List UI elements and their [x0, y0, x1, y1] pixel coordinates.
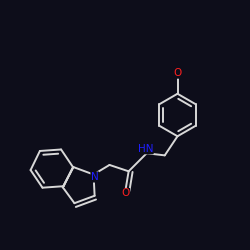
Text: O: O [121, 188, 130, 198]
Text: O: O [174, 68, 182, 78]
Text: N: N [91, 172, 99, 182]
Text: HN: HN [138, 144, 153, 154]
